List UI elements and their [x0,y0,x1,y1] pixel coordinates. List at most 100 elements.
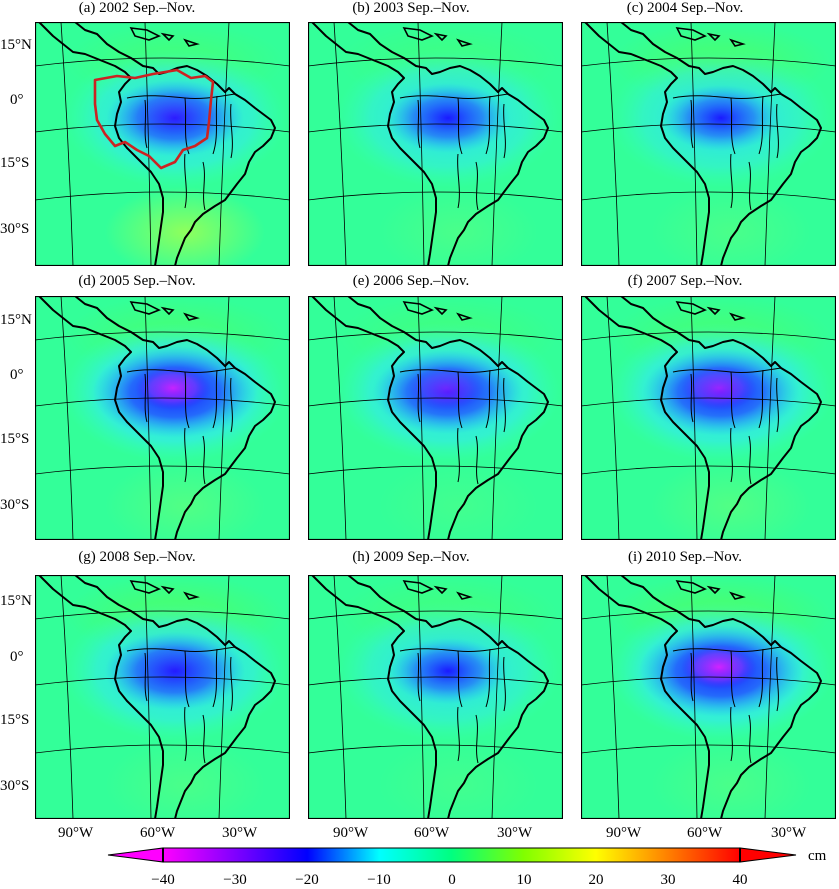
river-line [758,369,764,429]
river-line [503,377,506,433]
coastline [584,22,822,266]
graticule-line [581,610,836,620]
panel-title-a: (a) 2002 Sep.–Nov. [78,0,196,16]
river-line [503,103,506,159]
island-outline [675,301,707,315]
graticule-line [606,22,620,266]
island-outline [729,591,746,600]
south-positive-anomaly [651,187,811,266]
island-outline [729,312,746,321]
graticule-line [144,296,152,540]
south-positive-anomaly [378,187,538,266]
river-line [457,153,460,209]
panel-title-h: (h) 2009 Sep.–Nov. [352,549,470,565]
island-outline [402,27,434,41]
graticule-line [60,575,74,819]
island-outline [433,306,448,316]
panel-title-e: (e) 2006 Sep.–Nov. [352,273,470,289]
river-line [417,99,421,149]
island-outline [706,585,721,595]
island-outline [433,585,448,595]
graticule-line [60,296,74,540]
graticule-line [491,22,503,266]
river-line [417,652,421,702]
south-positive-anomaly [378,740,538,819]
river-line [475,714,479,764]
river-line [776,103,779,159]
island-outline [675,27,707,41]
river-line [485,95,491,155]
map-panel-b [308,22,563,266]
river-line [485,369,491,429]
river-line [184,153,187,209]
panel-frame [581,575,836,819]
graticule-line [581,331,836,341]
south-positive-anomaly [105,740,265,819]
coastline [38,22,276,266]
coastline [584,296,822,540]
river-line [730,706,733,762]
colorbar-tick-40: 40 [732,872,748,888]
lon-label-30w-col2: 30°W [497,825,533,841]
graticule-line [491,296,503,540]
graticule-line [308,191,563,201]
lon-label-60w-col2: 60°W [414,825,450,841]
river-line [748,435,752,485]
island-outline [433,32,448,42]
graticule-line [690,296,698,540]
island-outline [183,312,200,321]
river-line [690,99,694,149]
drying-extreme [681,645,757,689]
drying-extreme [135,366,211,410]
river-line [202,435,206,485]
river-line [144,652,148,702]
coastline [311,575,549,819]
map-panel-g [35,575,290,819]
panel-title-c: (c) 2004 Sep.–Nov. [626,0,744,16]
river-line [730,371,736,429]
panel-frame [308,296,563,540]
colorbar-tick-m30: −30 [223,872,247,888]
river-line [475,435,479,485]
graticule-line [218,575,230,819]
lon-label-60w-col1: 60°W [140,825,176,841]
river-line [730,427,733,483]
colorbar-max-arrow [739,847,797,863]
colorbar-tick-m10: −10 [367,872,391,888]
panel-frame [308,575,563,819]
lat-label-30s-row2: 30°S [0,497,30,513]
island-outline [402,580,434,594]
island-outline [183,38,200,47]
graticule-line [144,22,152,266]
coastline [584,575,822,819]
island-outline [129,27,161,41]
river-line [230,103,233,159]
river-line [144,373,148,423]
graticule-line [308,610,563,620]
coastline [311,22,549,266]
panel-title-i: (i) 2010 Sep.–Nov. [627,549,743,565]
map-panel-e [308,296,563,540]
south-positive-anomaly [378,461,538,540]
lon-label-60w-col3: 60°W [687,825,723,841]
lat-label-15n-row1: 15°N [0,37,32,53]
graticule-line [35,744,290,754]
graticule-line [690,575,698,819]
graticule-line [581,744,836,754]
river-line [212,95,218,155]
river-line [184,371,190,429]
drying-core [385,83,511,153]
map-panel-c [581,22,836,266]
lat-label-15n-row2: 15°N [0,312,32,328]
lat-label-0-row3: 0° [10,649,24,665]
coastline [38,575,276,819]
drying-extreme [408,366,484,410]
colorbar-tick-30: 30 [660,872,676,888]
amazon-basin-outline [93,68,215,170]
graticule-line [144,575,152,819]
lat-label-0-row1: 0° [10,92,24,108]
island-outline [160,32,175,42]
lat-label-15s-row3: 15°S [0,712,30,728]
panel-frame [581,296,836,540]
map-panel-h [308,575,563,819]
